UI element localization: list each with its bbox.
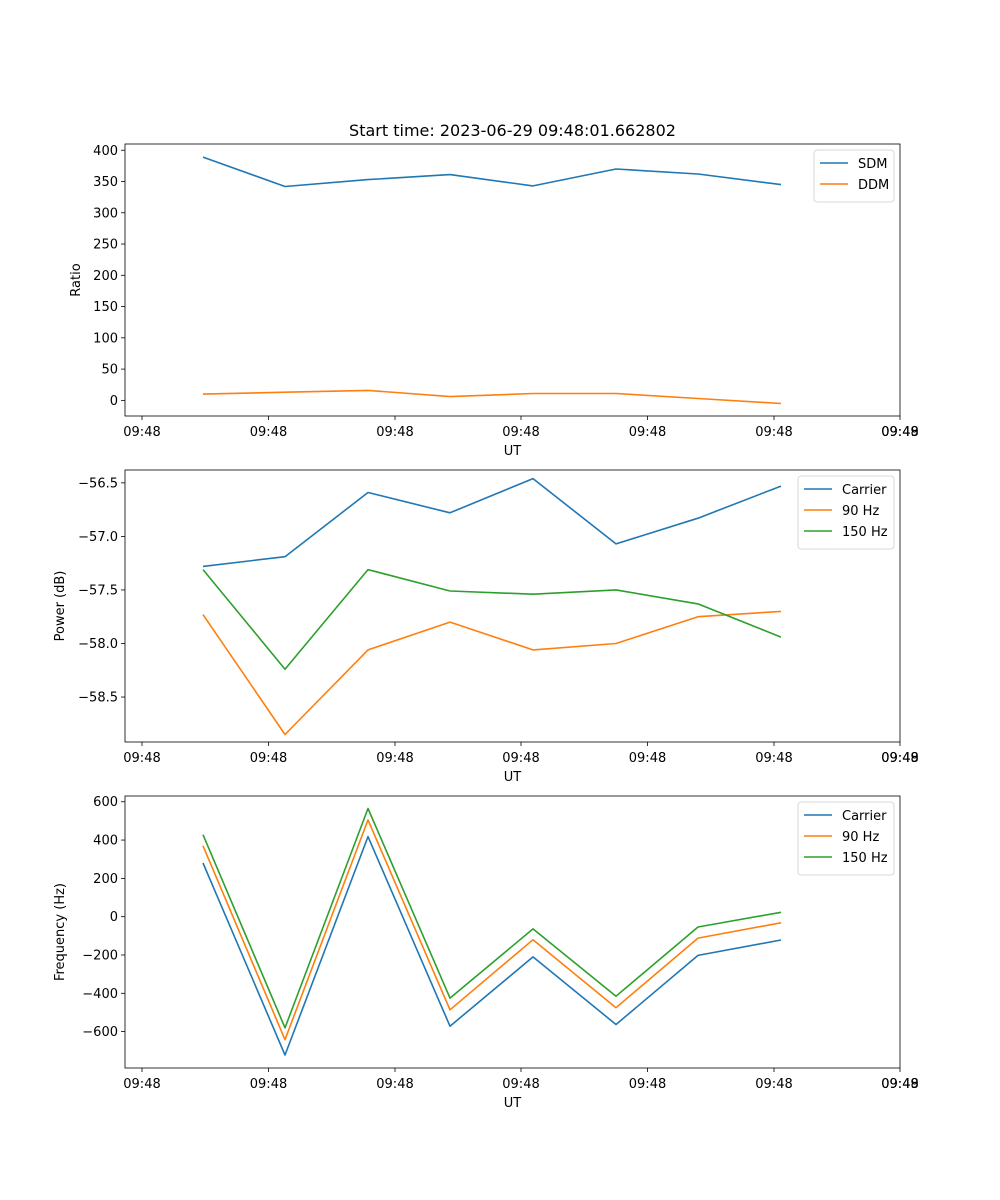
y-tick-label: 600 xyxy=(93,795,118,810)
legend-label-150-hz: 150 Hz xyxy=(842,525,888,540)
x-tick-label: 09:48 xyxy=(376,1077,413,1092)
x-tick-label: 09:48 xyxy=(123,751,160,766)
x-tick-label: 09:49 xyxy=(881,425,918,440)
x-tick-label: 09:48 xyxy=(123,1077,160,1092)
legend-label-sdm: SDM xyxy=(858,157,887,172)
series-line-carrier xyxy=(202,477,782,568)
x-axis-label: UT xyxy=(504,770,522,785)
x-tick-label: 09:48 xyxy=(755,1077,792,1092)
legend-label-90-hz: 90 Hz xyxy=(842,504,879,519)
series-line-150-hz xyxy=(202,807,782,1029)
legend-label-carrier: Carrier xyxy=(842,483,887,498)
x-tick-label: 09:49 xyxy=(881,751,918,766)
axes-frame xyxy=(124,795,901,1069)
x-tick-label: 09:48 xyxy=(250,425,287,440)
x-tick-label: 09:48 xyxy=(502,751,539,766)
x-tick-label: 09:48 xyxy=(376,425,413,440)
series-line-90-hz xyxy=(202,610,782,736)
y-tick-label: 200 xyxy=(93,872,118,887)
axes-frame xyxy=(124,143,901,417)
legend-label-ddm: DDM xyxy=(858,178,889,193)
x-tick-label: 09:48 xyxy=(629,1077,666,1092)
y-axis-label: Frequency (Hz) xyxy=(53,883,68,981)
y-tick-label: 300 xyxy=(93,206,118,221)
y-tick-label: 150 xyxy=(93,300,118,315)
x-axis-label: UT xyxy=(504,1096,522,1111)
series-line-carrier xyxy=(202,835,782,1056)
legend-label-carrier: Carrier xyxy=(842,809,887,824)
y-tick-label: 0 xyxy=(110,394,118,409)
x-tick-label: 09:48 xyxy=(250,1077,287,1092)
y-tick-label: 200 xyxy=(93,269,118,284)
y-tick-label: 100 xyxy=(93,331,118,346)
y-tick-label: −57.0 xyxy=(78,530,118,545)
y-tick-label: 350 xyxy=(93,175,118,190)
y-tick-label: −58.5 xyxy=(78,691,118,706)
x-tick-label: 09:48 xyxy=(755,425,792,440)
x-tick-label: 09:48 xyxy=(629,425,666,440)
figure-title: Start time: 2023-06-29 09:48:01.662802 xyxy=(349,121,676,140)
x-tick-label: 09:48 xyxy=(755,751,792,766)
y-tick-label: −400 xyxy=(82,987,118,1002)
legend-label-150-hz: 150 Hz xyxy=(842,851,888,866)
series-line-90-hz xyxy=(202,819,782,1041)
series-line-150-hz xyxy=(202,568,782,671)
x-tick-label: 09:48 xyxy=(881,1077,918,1092)
y-tick-label: −56.5 xyxy=(78,476,118,491)
x-tick-label: 09:48 xyxy=(376,751,413,766)
x-tick-label: 09:48 xyxy=(881,425,918,440)
y-tick-label: −57.5 xyxy=(78,583,118,598)
y-axis-label: Power (dB) xyxy=(53,571,68,642)
x-tick-label: 09:48 xyxy=(250,751,287,766)
x-tick-label: 09:48 xyxy=(502,425,539,440)
y-tick-label: 250 xyxy=(93,238,118,253)
x-tick-label: 09:48 xyxy=(502,1077,539,1092)
legend-label-90-hz: 90 Hz xyxy=(842,830,879,845)
y-tick-label: 400 xyxy=(93,144,118,159)
series-line-ddm xyxy=(202,389,782,405)
series-line-sdm xyxy=(202,156,782,188)
x-tick-label: 09:49 xyxy=(881,1077,918,1092)
y-axis-label: Ratio xyxy=(69,263,84,296)
x-tick-label: 09:48 xyxy=(881,751,918,766)
x-tick-label: 09:48 xyxy=(629,751,666,766)
y-tick-label: 50 xyxy=(101,363,118,378)
y-tick-label: −200 xyxy=(82,948,118,963)
power-panel: −56.5 −57.0 −57.5 −58.0 −58.5 09:48 09:48 09:48… xyxy=(53,469,919,785)
x-axis-label: UT xyxy=(504,444,522,459)
y-tick-label: 0 xyxy=(110,910,118,925)
y-tick-label: 400 xyxy=(93,834,118,849)
x-tick-label: 09:48 xyxy=(123,425,160,440)
y-tick-label: −58.0 xyxy=(78,637,118,652)
axes-frame xyxy=(124,469,901,743)
y-tick-label: −600 xyxy=(82,1025,118,1040)
